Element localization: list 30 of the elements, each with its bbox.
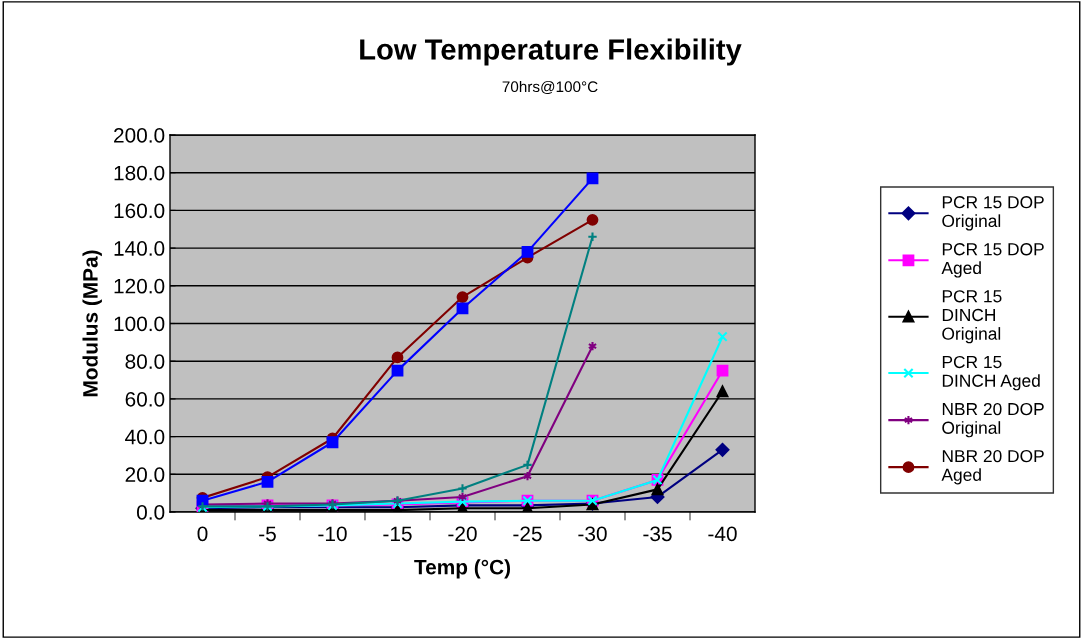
chart-subtitle: 70hrs@100°C [502, 80, 598, 95]
legend-label: PCR 15 DOP Aged [941, 243, 1044, 278]
legend-label: PCR 15 DINCH Original [942, 290, 1002, 344]
y-tick-label: 140.0 [114, 241, 165, 256]
x-tick-label: -10 [318, 526, 347, 542]
y-tick-label: 120.0 [114, 278, 165, 294]
y-tick-label: 20.0 [125, 467, 165, 483]
x-tick-label: -15 [383, 526, 412, 542]
chart-title: Low Temperature Flexibility [360, 38, 742, 66]
y-tick-label: 40.0 [125, 429, 165, 445]
y-tick-label: 0.0 [136, 505, 165, 520]
x-tick-label: -20 [448, 526, 477, 542]
y-tick-label: 80.0 [125, 354, 165, 369]
legend-label: PCR 15 DINCH Aged [942, 355, 1040, 391]
x-tick-label: -35 [643, 526, 672, 542]
x-tick-label: -5 [259, 526, 276, 542]
x-axis-title: Temp (°C) [414, 559, 510, 579]
x-tick-label: -25 [513, 526, 542, 542]
x-tick-label: -30 [578, 526, 607, 542]
legend-label: NBR 20 DOP Original [942, 402, 1044, 438]
y-tick-label: 200.0 [114, 128, 165, 143]
y-tick-label: 60.0 [125, 391, 165, 407]
y-tick-label: 160.0 [114, 203, 165, 219]
x-tick-label: 0 [197, 526, 208, 542]
x-tick-label: -40 [708, 526, 737, 542]
legend-label: NBR 20 DOP Aged [941, 449, 1044, 485]
y-axis-title: Modulus (MPa) [82, 250, 102, 397]
y-tick-label: 180.0 [114, 165, 165, 181]
legend-label: PCR 15 DOP Original [942, 196, 1044, 231]
y-tick-label: 100.0 [114, 316, 165, 332]
